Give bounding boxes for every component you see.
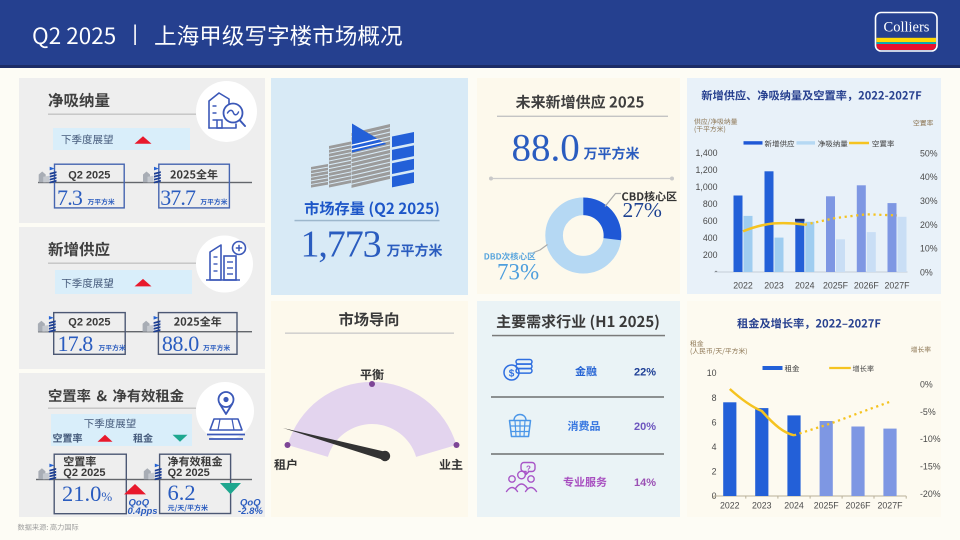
- svg-text:2027F: 2027F: [878, 500, 904, 510]
- svg-text:-10%: -10%: [920, 434, 941, 444]
- svg-text:-15%: -15%: [920, 462, 941, 472]
- svg-text:40%: 40%: [920, 172, 938, 182]
- svg-text:Q2 2025: Q2 2025: [68, 170, 110, 182]
- svg-text:88.0: 88.0: [512, 127, 580, 170]
- svg-text:-: -: [715, 266, 718, 276]
- svg-text:200: 200: [703, 250, 718, 260]
- svg-text:17.8: 17.8: [58, 331, 94, 356]
- svg-text:4: 4: [712, 442, 717, 452]
- svg-text:2022: 2022: [720, 500, 740, 510]
- svg-text:400: 400: [703, 233, 718, 243]
- svg-text:73%: 73%: [497, 260, 539, 285]
- svg-text:10: 10: [707, 368, 717, 378]
- svg-text:2023: 2023: [764, 280, 784, 290]
- svg-text:1,400: 1,400: [695, 148, 717, 158]
- svg-text:1,773: 1,773: [301, 224, 381, 266]
- svg-text:88.0: 88.0: [162, 331, 199, 356]
- svg-text:Q2 2025: Q2 2025: [168, 467, 210, 479]
- svg-text:8: 8: [712, 393, 717, 403]
- svg-text:-20%: -20%: [920, 489, 941, 499]
- svg-text:0%: 0%: [920, 267, 933, 277]
- svg-text:6.2: 6.2: [168, 480, 196, 505]
- svg-text:0.4pps: 0.4pps: [128, 506, 158, 517]
- svg-text:2026F: 2026F: [854, 280, 880, 290]
- svg-text:600: 600: [703, 216, 718, 226]
- svg-text:2023: 2023: [752, 500, 772, 510]
- svg-text:7.3: 7.3: [57, 185, 83, 210]
- svg-text:1,200: 1,200: [695, 165, 717, 175]
- svg-text:14%: 14%: [634, 477, 656, 489]
- svg-text:-5%: -5%: [920, 407, 936, 417]
- svg-text:2: 2: [712, 467, 717, 477]
- svg-text:2024: 2024: [795, 280, 815, 290]
- svg-text:50%: 50%: [920, 148, 938, 158]
- svg-text:1,000: 1,000: [695, 182, 717, 192]
- svg-text:20%: 20%: [634, 421, 656, 433]
- svg-text:0%: 0%: [920, 379, 933, 389]
- svg-text:Q2 2025: Q2 2025: [63, 467, 105, 479]
- svg-text:QoQ: QoQ: [240, 498, 261, 509]
- svg-text:$: $: [509, 369, 515, 380]
- svg-text:30%: 30%: [920, 196, 938, 206]
- svg-text:2025F: 2025F: [823, 280, 849, 290]
- svg-text:Colliers: Colliers: [884, 20, 930, 36]
- svg-text:6: 6: [712, 417, 717, 427]
- svg-text:2026F: 2026F: [846, 500, 872, 510]
- svg-text:2024: 2024: [784, 500, 804, 510]
- svg-text:20%: 20%: [920, 220, 938, 230]
- svg-text:22%: 22%: [634, 366, 656, 378]
- svg-text:2022: 2022: [733, 280, 753, 290]
- svg-text:?: ?: [526, 465, 531, 474]
- svg-text:2027F: 2027F: [885, 280, 911, 290]
- svg-text:Q2 2025: Q2 2025: [68, 317, 110, 329]
- svg-text:2025F: 2025F: [814, 500, 840, 510]
- svg-text:37.7: 37.7: [160, 185, 196, 210]
- svg-text:27%: 27%: [623, 198, 663, 222]
- svg-text:QoQ: QoQ: [129, 498, 150, 509]
- svg-text:-2.8%: -2.8%: [238, 506, 263, 517]
- svg-text:10%: 10%: [920, 244, 938, 254]
- svg-text:800: 800: [703, 199, 718, 209]
